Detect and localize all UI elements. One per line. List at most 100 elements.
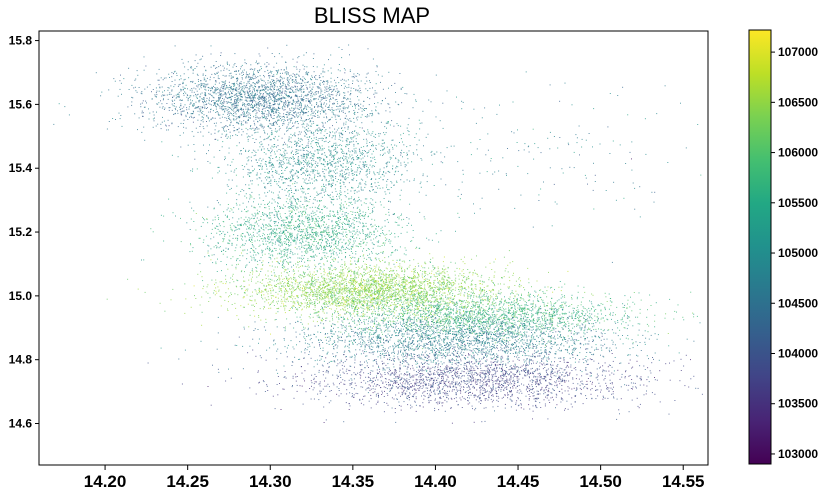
scatter-point: [328, 167, 330, 169]
scatter-point: [251, 152, 253, 154]
scatter-point: [348, 172, 350, 174]
scatter-point: [230, 87, 232, 89]
scatter-point: [252, 68, 254, 70]
scatter-point: [348, 241, 350, 243]
scatter-point: [368, 208, 369, 210]
scatter-point: [273, 272, 275, 274]
scatter-point: [375, 109, 376, 111]
scatter-point: [195, 101, 197, 103]
scatter-point: [329, 180, 330, 182]
scatter-point: [358, 213, 360, 215]
scatter-point: [342, 103, 344, 105]
scatter-point: [258, 99, 259, 101]
scatter-point: [328, 174, 330, 176]
scatter-point: [213, 92, 215, 94]
scatter-point: [191, 100, 193, 102]
scatter-point: [160, 128, 162, 130]
scatter-point: [331, 236, 332, 238]
scatter-point: [214, 92, 216, 94]
scatter-point: [263, 152, 265, 153]
scatter-point: [301, 104, 302, 106]
scatter-point: [258, 87, 260, 89]
scatter-point: [200, 131, 202, 133]
scatter-point: [278, 119, 280, 121]
scatter-point: [345, 107, 347, 109]
scatter-point: [278, 129, 280, 131]
scatter-point: [273, 96, 275, 98]
scatter-point: [283, 105, 285, 107]
scatter-point: [349, 94, 351, 96]
scatter-point: [314, 232, 316, 234]
scatter-point: [354, 257, 356, 259]
scatter-point: [333, 180, 335, 182]
scatter-point: [345, 144, 347, 146]
scatter-point: [310, 162, 312, 164]
scatter-point: [288, 146, 290, 148]
scatter-point: [245, 97, 247, 99]
scatter-point: [258, 230, 260, 232]
scatter-point: [293, 107, 295, 109]
scatter-point: [225, 93, 227, 95]
scatter-point: [336, 99, 338, 100]
scatter-point: [293, 101, 295, 103]
scatter-point: [181, 58, 183, 60]
scatter-point: [271, 239, 273, 241]
scatter-point: [254, 100, 256, 102]
scatter-point: [260, 173, 262, 175]
scatter-point: [323, 175, 325, 177]
scatter-point: [333, 229, 335, 231]
scatter-point: [180, 88, 182, 90]
scatter-point: [371, 110, 373, 112]
scatter-point: [418, 191, 420, 193]
scatter-point: [316, 221, 318, 223]
scatter-point: [405, 164, 407, 166]
scatter-point: [296, 198, 298, 200]
scatter-point: [285, 247, 287, 249]
scatter-point: [277, 262, 279, 264]
scatter-point: [217, 242, 219, 243]
scatter-point: [372, 165, 374, 166]
scatter-point: [206, 125, 208, 127]
scatter-point: [343, 83, 345, 85]
scatter-point: [202, 55, 204, 57]
scatter-point: [286, 162, 288, 164]
scatter-point: [264, 187, 265, 189]
scatter-point: [247, 174, 249, 176]
scatter-point: [357, 116, 359, 118]
scatter-point: [331, 225, 333, 227]
scatter-point: [270, 180, 272, 182]
scatter-point: [324, 130, 326, 132]
scatter-point: [324, 221, 325, 223]
scatter-point: [334, 215, 336, 217]
scatter-point: [400, 189, 402, 191]
scatter-point: [299, 164, 300, 166]
scatter-point: [271, 79, 273, 81]
scatter-point: [269, 160, 271, 161]
scatter-point: [226, 120, 228, 122]
scatter-point: [356, 117, 357, 119]
scatter-point: [332, 160, 334, 162]
scatter-point: [150, 228, 152, 230]
scatter-point: [320, 245, 322, 247]
scatter-point: [308, 71, 310, 73]
scatter-point: [355, 156, 357, 158]
scatter-point: [310, 79, 312, 81]
scatter-point: [309, 102, 311, 104]
scatter-point: [215, 89, 217, 91]
scatter-point: [287, 77, 289, 79]
scatter-point: [384, 147, 385, 149]
scatter-point: [301, 88, 303, 90]
scatter-point: [131, 96, 133, 98]
scatter-point: [344, 178, 346, 180]
scatter-point: [262, 100, 264, 102]
scatter-point: [186, 107, 188, 109]
scatter-point: [320, 147, 321, 149]
scatter-point: [361, 153, 362, 155]
scatter-point: [248, 228, 249, 230]
scatter-point: [119, 80, 121, 82]
scatter-point: [280, 206, 282, 208]
scatter-point: [321, 153, 323, 155]
scatter-point: [269, 224, 271, 226]
scatter-point: [205, 70, 207, 72]
scatter-point: [276, 62, 278, 64]
